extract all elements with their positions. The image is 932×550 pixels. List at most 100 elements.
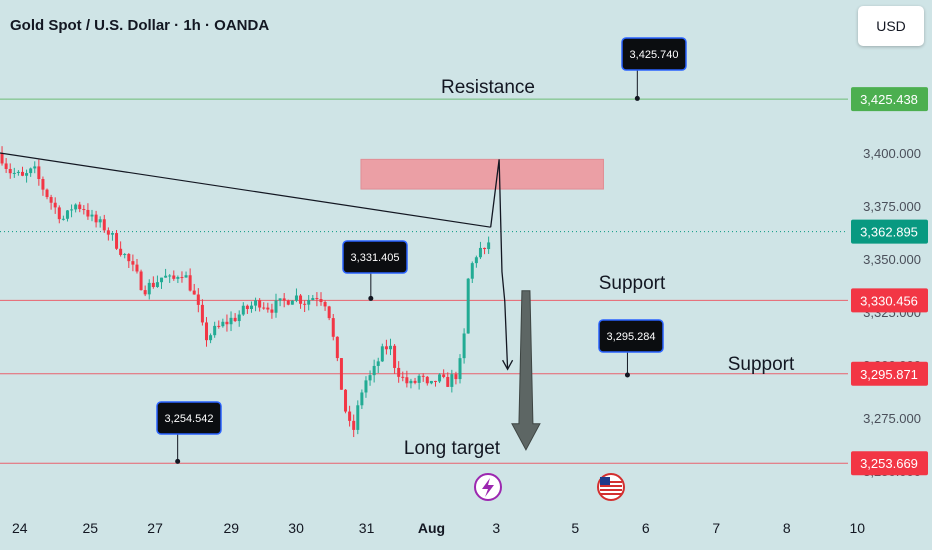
candle-body	[348, 411, 352, 421]
resistance-price-badge: 3,425.438	[851, 87, 928, 112]
callout-anchor-dot	[175, 458, 181, 464]
callout-box	[342, 240, 408, 274]
candle-body	[61, 218, 65, 220]
candle-body	[417, 375, 421, 383]
candle-body	[344, 389, 348, 412]
candle-body	[78, 204, 82, 210]
time-axis: 24 25 27 29 30 31 Aug 3 5 6 7 8 10	[12, 520, 865, 536]
candle-body	[184, 275, 188, 278]
candle-body	[421, 375, 425, 377]
candle-body	[49, 197, 53, 203]
trendline	[0, 152, 491, 228]
flag-stripe	[600, 493, 622, 495]
time-tick-label: 10	[849, 520, 865, 536]
candle-body	[405, 377, 409, 384]
time-tick-label: 25	[82, 520, 98, 536]
flag-stripe	[600, 489, 622, 491]
candle-body	[65, 210, 69, 219]
price-badge-bg	[851, 219, 928, 244]
price-tick-label: 3,375.000	[863, 199, 921, 214]
candle-body	[446, 376, 450, 387]
candle-body	[438, 374, 442, 382]
candle-body	[368, 375, 372, 381]
price-axis: 3,400.0003,375.0003,350.0003,325.0003,30…	[863, 146, 921, 479]
callout-anchor-dot	[368, 295, 374, 301]
candle-body	[294, 295, 298, 301]
flag-stripe	[600, 481, 622, 483]
candles	[0, 146, 491, 438]
candle-body	[229, 317, 233, 325]
callout-box	[598, 319, 664, 353]
candle-body	[290, 300, 294, 305]
candle-body	[352, 420, 356, 430]
candle-body	[282, 298, 286, 301]
candle-body	[483, 247, 487, 250]
candle-body	[487, 242, 491, 250]
last-price-badge: 3,362.895	[851, 219, 928, 244]
candle-body	[470, 263, 474, 279]
price-callout: 3,331.405	[342, 240, 408, 301]
callout-anchor-dot	[634, 95, 640, 101]
candle-body	[262, 307, 266, 309]
resistance-label: Resistance	[441, 77, 535, 98]
candle-body	[90, 214, 94, 217]
candle-body	[180, 277, 184, 279]
candle-body	[278, 298, 282, 301]
candle-body	[258, 300, 262, 308]
candle-body	[135, 264, 139, 272]
long-target-label: Long target	[404, 438, 501, 459]
candle-body	[266, 307, 270, 310]
price-badge-bg	[851, 451, 928, 476]
time-tick-label: 30	[288, 520, 304, 536]
candle-body	[155, 282, 159, 287]
candle-body	[217, 325, 221, 327]
candle-body	[102, 219, 106, 231]
price-badge-bg	[851, 87, 928, 112]
candle-body	[53, 202, 57, 208]
candle-body	[168, 275, 172, 277]
time-tick-label: 27	[147, 520, 163, 536]
candle-body	[98, 219, 102, 223]
candle-body	[188, 275, 192, 291]
long-target-arrow	[511, 290, 541, 451]
candle-body	[339, 358, 343, 390]
currency-button[interactable]: USD	[858, 6, 924, 46]
candle-body	[204, 322, 208, 341]
candle-body	[303, 303, 307, 305]
candle-body	[401, 376, 405, 378]
candle-body	[237, 314, 241, 322]
support-price-badge: 3,330.456	[851, 288, 928, 313]
candle-body	[82, 209, 86, 211]
time-tick-label: 29	[223, 520, 239, 536]
flag-canton	[600, 477, 610, 485]
candle-body	[315, 298, 319, 300]
candle-body	[433, 380, 437, 382]
candle-body	[376, 361, 380, 366]
price-badge-value: 3,295.871	[860, 367, 918, 382]
candle-body	[299, 295, 303, 304]
candle-body	[466, 278, 470, 334]
flash-icon-bolt	[482, 478, 494, 497]
price-badge-value: 3,253.669	[860, 456, 918, 471]
price-tick-label: 3,350.000	[863, 252, 921, 267]
candle-body	[249, 305, 253, 310]
candle-body	[4, 163, 8, 169]
time-tick-label: 8	[783, 520, 791, 536]
price-badge-value: 3,425.438	[860, 92, 918, 107]
candle-body	[364, 380, 368, 393]
candle-body	[384, 346, 388, 350]
candle-body	[41, 179, 45, 190]
callout-value: 3,254.542	[165, 413, 214, 425]
candle-body	[74, 204, 78, 210]
candle-body	[458, 358, 462, 380]
candle-body	[397, 367, 401, 377]
callout-value: 3,331.405	[351, 252, 400, 264]
support-price-badge: 3,253.669	[851, 451, 928, 476]
candle-body	[110, 233, 114, 235]
us-flag-event-icon	[597, 473, 625, 501]
candle-body	[106, 230, 110, 235]
price-badge-bg	[851, 361, 928, 386]
resistance-zone	[360, 158, 604, 190]
support-label-1: Support	[599, 273, 666, 294]
